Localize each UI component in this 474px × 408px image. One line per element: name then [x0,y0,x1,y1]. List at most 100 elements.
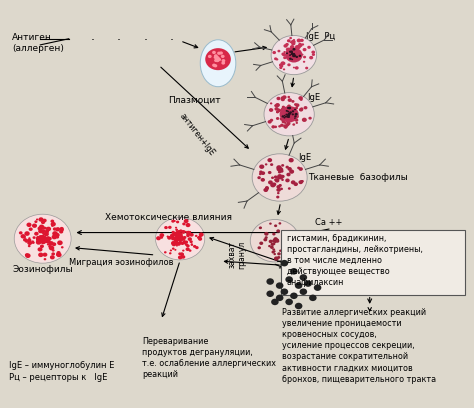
Circle shape [189,249,191,252]
Circle shape [180,237,182,239]
Circle shape [292,53,295,56]
Circle shape [299,108,303,111]
Circle shape [264,188,268,192]
Circle shape [175,233,179,235]
Circle shape [276,111,279,113]
Circle shape [300,274,307,281]
Circle shape [291,180,295,184]
Circle shape [288,48,292,52]
Circle shape [178,242,180,244]
Circle shape [279,64,283,67]
Circle shape [170,234,174,237]
Circle shape [205,48,231,70]
Circle shape [285,299,293,305]
Circle shape [276,188,281,192]
Circle shape [195,235,198,237]
Circle shape [46,239,51,244]
Circle shape [289,37,292,39]
Text: ·: · [117,34,121,47]
Circle shape [296,57,298,59]
Circle shape [288,114,293,118]
Circle shape [274,256,279,261]
Circle shape [301,180,304,182]
Circle shape [177,230,181,233]
Circle shape [286,110,288,112]
Circle shape [170,249,172,251]
Circle shape [289,51,292,53]
Circle shape [265,186,269,189]
Circle shape [290,54,291,55]
Circle shape [309,117,312,120]
Circle shape [276,185,281,188]
Circle shape [171,237,174,239]
Circle shape [221,59,225,62]
Circle shape [53,227,57,231]
Circle shape [175,228,178,231]
Circle shape [291,53,295,56]
Circle shape [272,242,275,245]
Circle shape [285,235,287,237]
Circle shape [36,237,40,242]
Circle shape [51,253,55,255]
Circle shape [283,53,286,56]
Circle shape [191,243,193,245]
Circle shape [292,51,297,54]
Circle shape [56,252,60,255]
Circle shape [296,45,301,49]
Circle shape [270,163,273,166]
Circle shape [39,239,43,242]
Circle shape [27,241,32,245]
Circle shape [38,217,44,222]
Circle shape [287,107,290,109]
Circle shape [198,236,201,238]
Circle shape [287,111,289,113]
Circle shape [179,233,182,235]
Circle shape [178,234,182,237]
Circle shape [259,242,263,245]
Circle shape [274,104,277,107]
Circle shape [276,195,279,198]
Circle shape [27,223,32,227]
Circle shape [288,113,291,116]
Circle shape [264,238,267,242]
Circle shape [264,236,268,239]
Circle shape [285,48,302,62]
Text: Антиген
(аллерген): Антиген (аллерген) [12,33,64,53]
Circle shape [282,62,285,65]
Circle shape [271,299,279,305]
Circle shape [172,243,174,245]
Circle shape [275,239,279,243]
Circle shape [216,59,219,62]
Circle shape [280,117,284,121]
Circle shape [286,51,289,53]
Circle shape [172,242,176,246]
Circle shape [43,239,47,242]
Circle shape [172,231,175,233]
Circle shape [291,114,293,116]
Circle shape [274,126,277,128]
Circle shape [178,255,182,259]
Circle shape [275,239,279,242]
Circle shape [301,54,303,55]
Circle shape [278,171,281,173]
Circle shape [56,253,60,256]
Circle shape [287,117,291,120]
Circle shape [290,293,298,299]
Text: Ca ++: Ca ++ [315,218,343,227]
Circle shape [295,66,299,70]
Circle shape [160,236,163,239]
Circle shape [173,232,176,234]
Circle shape [293,55,295,56]
Circle shape [292,55,295,57]
Circle shape [155,217,205,260]
Circle shape [295,282,302,289]
Circle shape [39,224,44,229]
Circle shape [42,237,47,241]
Circle shape [178,238,182,241]
Circle shape [23,236,26,238]
Circle shape [272,251,275,253]
Circle shape [182,222,186,225]
Circle shape [172,237,177,241]
Circle shape [295,47,297,49]
Circle shape [183,239,186,241]
